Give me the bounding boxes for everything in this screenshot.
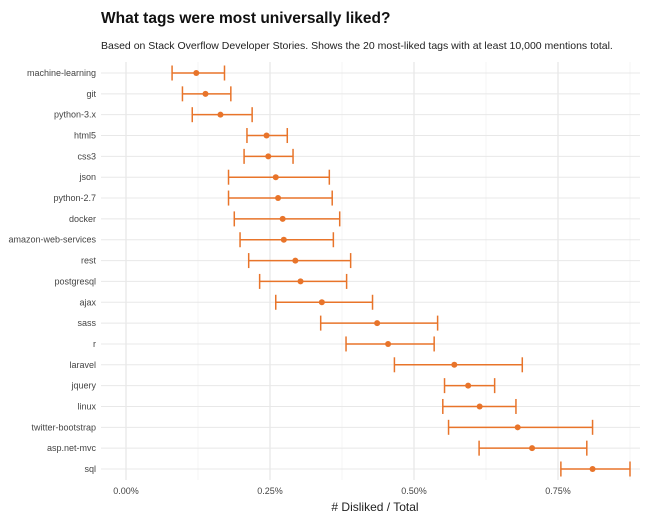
data-point	[529, 445, 536, 452]
data-point	[265, 153, 272, 160]
y-tick-label: linux	[77, 401, 96, 411]
data-point	[514, 424, 521, 431]
data-point	[275, 195, 282, 202]
x-tick-label: 0.75%	[545, 486, 571, 496]
data-point	[193, 70, 200, 76]
y-tick-label: machine-learning	[27, 68, 96, 78]
y-tick-label: postgresql	[54, 276, 96, 286]
y-tick-label: sql	[84, 464, 96, 474]
x-tick-label: 0.25%	[257, 486, 283, 496]
y-tick-label: twitter-bootstrap	[31, 422, 96, 432]
y-tick-label: python-3.x	[54, 110, 97, 120]
data-point	[202, 90, 209, 97]
y-tick-label: laravel	[69, 360, 96, 370]
y-tick-label: sass	[77, 318, 96, 328]
y-tick-label: ajax	[79, 297, 96, 307]
x-axis-tick-labels: 0.00% 0.25% 0.50% 0.75%	[113, 486, 571, 496]
data-point	[280, 236, 287, 243]
data-point	[476, 403, 483, 410]
data-point	[292, 257, 299, 264]
data-point	[451, 361, 458, 368]
data-marks	[171, 65, 631, 477]
y-tick-label: docker	[69, 214, 96, 224]
data-point	[589, 466, 596, 472]
data-point	[279, 215, 286, 222]
y-tick-label: r	[93, 339, 96, 349]
grid-lines	[101, 62, 640, 480]
data-point	[297, 278, 304, 285]
x-tick-label: 0.00%	[113, 486, 139, 496]
data-point	[272, 174, 279, 181]
data-point	[465, 382, 472, 389]
data-point	[263, 132, 270, 139]
y-tick-label: python-2.7	[53, 193, 96, 203]
x-axis-title: # Disliked / Total	[331, 500, 418, 514]
y-axis-tick-labels: machine-learning git python-3.x html5 css3 js…	[8, 68, 96, 474]
y-tick-label: amazon-web-services	[8, 235, 96, 245]
y-tick-label: git	[86, 89, 96, 99]
y-tick-label: html5	[74, 131, 96, 141]
data-point	[217, 111, 224, 118]
x-tick-label: 0.50%	[401, 486, 427, 496]
y-tick-label: rest	[81, 256, 97, 266]
y-tick-label: jquery	[70, 381, 96, 391]
y-tick-label: json	[78, 172, 96, 182]
data-point	[374, 320, 381, 327]
y-tick-label: asp.net-mvc	[47, 443, 97, 453]
chart-subtitle: Based on Stack Overflow Developer Storie…	[101, 40, 613, 52]
data-point	[385, 340, 392, 347]
data-point	[318, 299, 325, 306]
y-tick-label: css3	[77, 151, 96, 161]
chart-title: What tags were most universally liked?	[101, 10, 391, 27]
